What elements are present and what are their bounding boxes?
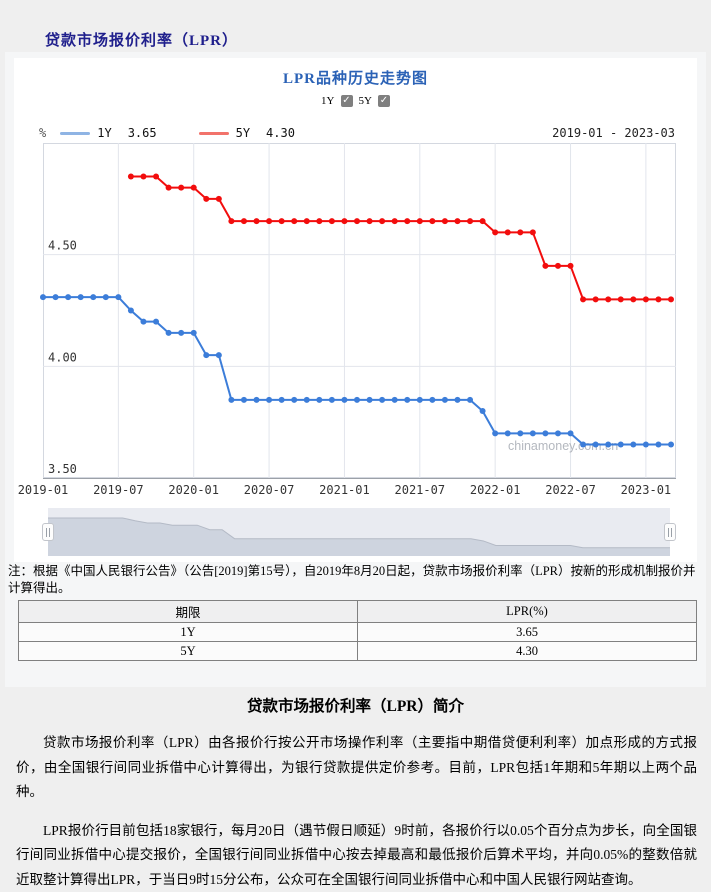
legend-line-5y: [199, 132, 229, 135]
svg-text:2022-01: 2022-01: [470, 483, 521, 497]
svg-text:2020-07: 2020-07: [244, 483, 295, 497]
navigator-right-handle[interactable]: [664, 523, 676, 541]
svg-text:2021-01: 2021-01: [319, 483, 370, 497]
navigator-left-handle[interactable]: [42, 523, 54, 541]
svg-text:2023-01: 2023-01: [621, 483, 672, 497]
series-toggle-1y-checkbox[interactable]: ✓: [341, 95, 353, 107]
table-row: 5Y 4.30: [19, 642, 697, 661]
chart-legend: % 1Y 3.65 5Y 4.30: [39, 125, 337, 141]
svg-text:4.50: 4.50: [48, 239, 77, 253]
chart-date-range: 2019-01 - 2023-03: [552, 126, 675, 140]
watermark: chinamoney.com.cn: [508, 439, 618, 453]
series-toggle-5y-label: 5Y: [359, 95, 372, 107]
top-section: LPR品种历史走势图 1Y ✓ 5Y ✓ % 1Y 3.65 5Y 4.30 2…: [5, 52, 706, 687]
svg-text:2020-01: 2020-01: [168, 483, 219, 497]
series-toggle-1y-label: 1Y: [321, 95, 334, 107]
navigator[interactable]: [14, 508, 697, 556]
table-cell-term-5y: 5Y: [19, 642, 358, 661]
lpr-history-chart[interactable]: 3.50 4.00 4.50 2019-01 2019-07 2020-01 2020-07…: [14, 143, 697, 498]
legend-value-1y: 3.65: [128, 126, 157, 140]
table-cell-rate-5y: 4.30: [358, 642, 697, 661]
table-header-term: 期限: [19, 601, 358, 623]
page-title: 贷款市场报价利率（LPR）: [45, 29, 238, 50]
legend-value-5y: 4.30: [266, 126, 295, 140]
svg-text:3.50: 3.50: [48, 462, 77, 476]
legend-line-1y: [60, 132, 90, 135]
svg-text:2021-07: 2021-07: [395, 483, 446, 497]
svg-text:2022-07: 2022-07: [545, 483, 596, 497]
lpr-table: 期限 LPR(%) 1Y 3.65 5Y 4.30: [18, 600, 697, 661]
legend-name-1y: 1Y: [97, 126, 111, 140]
intro-title: 贷款市场报价利率（LPR）简介: [0, 694, 711, 716]
legend-name-5y: 5Y: [236, 126, 250, 140]
svg-text:2019-07: 2019-07: [93, 483, 144, 497]
chart-footnote: 注：根据《中国人民银行公告》（公告[2019]第15号），自2019年8月20日…: [8, 563, 703, 597]
chart-panel: LPR品种历史走势图 1Y ✓ 5Y ✓ % 1Y 3.65 5Y 4.30 2…: [14, 58, 697, 562]
intro-paragraph-2: LPR报价行目前包括18家银行，每月20日（遇节假日顺延）9时前，各报价行以0.…: [16, 819, 697, 892]
intro-section: 贷款市场报价利率（LPR）简介 贷款市场报价利率（LPR）由各报价行按公开市场操…: [0, 687, 711, 892]
table-header-lpr: LPR(%): [358, 601, 697, 623]
series-toggle-row: 1Y ✓ 5Y ✓: [14, 94, 697, 108]
svg-text:2019-01: 2019-01: [18, 483, 69, 497]
table-row: 1Y 3.65: [19, 623, 697, 642]
series-toggle-5y-checkbox[interactable]: ✓: [378, 95, 390, 107]
intro-paragraph-1: 贷款市场报价利率（LPR）由各报价行按公开市场操作利率（主要指中期借贷便利利率）…: [16, 731, 697, 805]
table-header-row: 期限 LPR(%): [19, 601, 697, 623]
y-axis-unit-label: %: [39, 126, 46, 140]
chart-title: LPR品种历史走势图: [14, 67, 697, 88]
svg-text:4.00: 4.00: [48, 350, 77, 364]
table-cell-term-1y: 1Y: [19, 623, 358, 642]
table-cell-rate-1y: 3.65: [358, 623, 697, 642]
